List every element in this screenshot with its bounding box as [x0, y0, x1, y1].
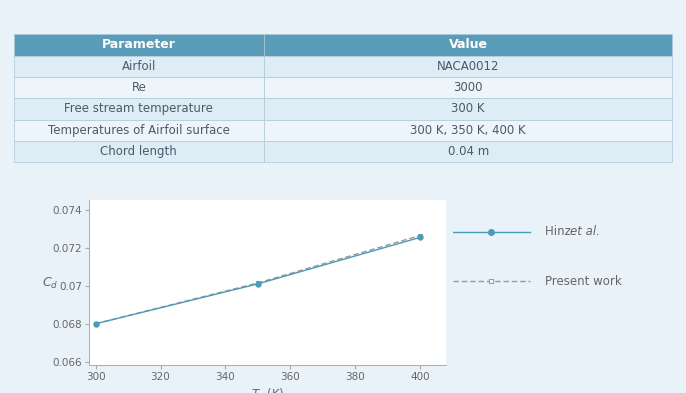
Text: et al.: et al.	[570, 225, 600, 239]
Text: Hinz: Hinz	[545, 225, 575, 239]
X-axis label: $T_s$ (K): $T_s$ (K)	[251, 387, 284, 393]
Text: Present work: Present work	[545, 275, 622, 288]
Y-axis label: $C_d$: $C_d$	[42, 275, 58, 290]
